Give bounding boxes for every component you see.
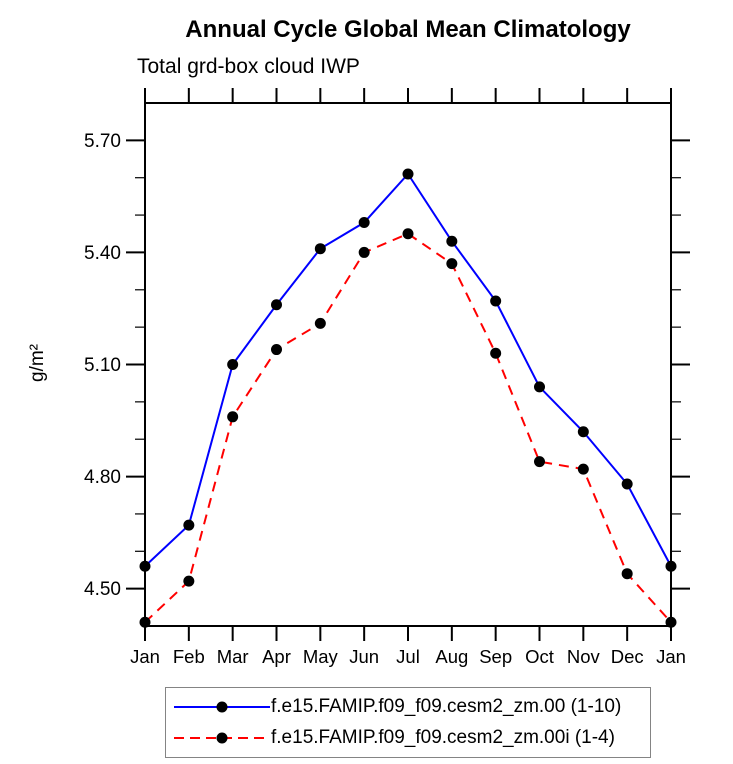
chart-title: Annual Cycle Global Mean Climatology: [185, 16, 631, 43]
plot-frame: [144, 102, 672, 627]
x-tick-label: Aug: [435, 646, 468, 667]
legend-entry-zm00i: f.e15.FAMIP.f09_f09.cesm2_zm.00i (1-4): [173, 726, 650, 750]
y-tick-label: 5.40: [84, 243, 121, 264]
legend-label-zm00: f.e15.FAMIP.f09_f09.cesm2_zm.00 (1-10): [271, 696, 622, 717]
x-tick-label: Nov: [567, 646, 601, 667]
legend-entry-zm00: f.e15.FAMIP.f09_f09.cesm2_zm.00 (1-10): [173, 695, 650, 719]
data-point-marker: [271, 299, 282, 311]
data-point-marker: [227, 411, 239, 423]
x-tick-label: Sep: [479, 646, 512, 667]
x-tick-label: Jul: [396, 646, 420, 667]
x-tick-label: Mar: [217, 646, 249, 667]
legend: f.e15.FAMIP.f09_f09.cesm2_zm.00 (1-10) f…: [165, 687, 651, 758]
data-point-marker: [314, 317, 326, 329]
data-point-marker: [577, 426, 589, 438]
y-axis-label: g/m²: [27, 344, 48, 382]
data-point-marker: [402, 168, 414, 180]
data-point-marker: [446, 235, 458, 247]
data-point-marker: [358, 217, 370, 229]
legend-solid-line-sample-icon: [174, 701, 270, 713]
legend-dashed-line-sample-icon: [174, 732, 270, 744]
y-tick-label: 4.50: [84, 579, 121, 600]
data-point-marker: [665, 616, 677, 628]
series-line-dashed: [144, 232, 672, 623]
x-tick-label: Dec: [611, 646, 644, 667]
data-point-marker: [139, 560, 151, 572]
data-point-marker: [358, 246, 370, 258]
legend-label-zm00i: f.e15.FAMIP.f09_f09.cesm2_zm.00i (1-4): [271, 727, 615, 748]
chart-subtitle: Total grd-box cloud IWP: [137, 55, 360, 78]
data-point-marker: [183, 575, 195, 587]
x-tick-label: Oct: [525, 646, 554, 667]
data-point-marker: [665, 560, 677, 572]
y-tick-label: 5.70: [84, 131, 121, 152]
data-point-marker: [227, 359, 239, 370]
legend-marker-dot-icon: [216, 732, 228, 744]
legend-marker-dot-icon: [216, 701, 228, 713]
data-point-marker: [490, 347, 502, 359]
x-tick-label: Apr: [262, 646, 291, 667]
data-point-marker: [402, 228, 414, 240]
data-point-marker: [271, 344, 282, 356]
y-tick-label: 4.80: [84, 467, 121, 488]
y-tick-label: 5.10: [84, 355, 121, 376]
x-tick-label: Jan: [130, 646, 160, 667]
data-point-marker: [577, 463, 589, 475]
x-tick-label: May: [303, 646, 339, 667]
x-tick-label: Jan: [656, 646, 686, 667]
x-tick-label: Jun: [349, 646, 379, 667]
x-tick-label: Feb: [173, 646, 205, 667]
data-point-marker: [490, 295, 502, 307]
data-point-marker: [534, 381, 545, 393]
data-point-marker: [446, 258, 458, 270]
data-point-marker: [183, 519, 195, 531]
data-point-marker: [621, 568, 633, 580]
data-point-marker: [621, 478, 633, 490]
data-point-marker: [314, 243, 326, 255]
data-point-marker: [534, 456, 545, 468]
data-point-marker: [139, 616, 151, 628]
